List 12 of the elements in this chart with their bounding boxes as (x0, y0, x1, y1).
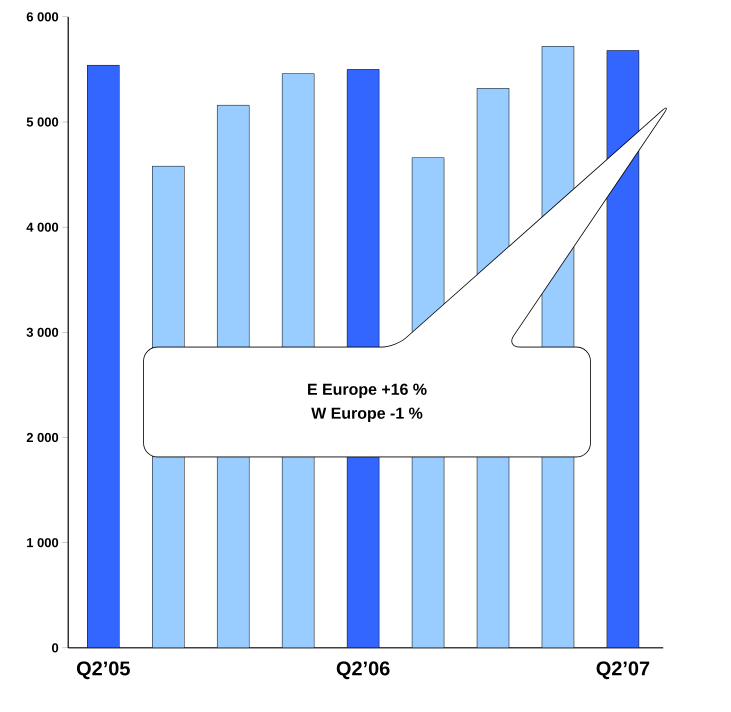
annotation: E Europe +16 % (308, 384, 427, 398)
y-tick-label: 4 000 (26, 222, 58, 232)
y-tick-label: 3 000 (26, 328, 58, 337)
y-tick-label: 6 000 (26, 12, 58, 22)
y-tick-label: 2 000 (26, 432, 58, 442)
annotation: W Europe -1 % (311, 408, 422, 422)
x-tick-label: Q2’07 (596, 661, 650, 680)
y-tick-label: 1 000 (27, 538, 58, 548)
x-tick-label: Q2’06 (336, 661, 390, 680)
y-tick-label: 0 (52, 643, 58, 652)
x-tick-label: Q2’05 (76, 661, 130, 680)
y-tick-label: 5 000 (26, 117, 58, 127)
